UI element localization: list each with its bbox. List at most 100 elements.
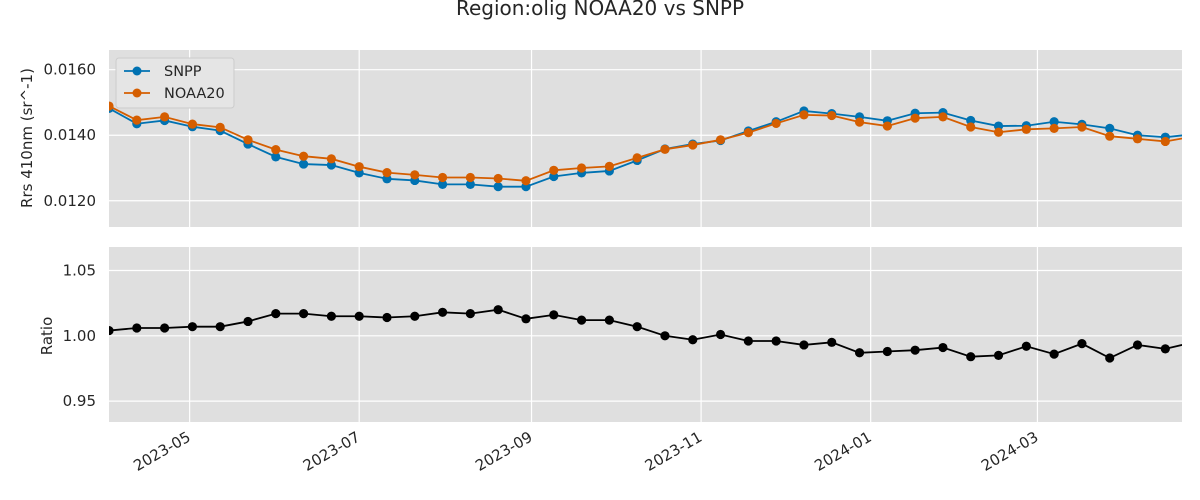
bottom-point-ratio (604, 315, 614, 325)
bottom-point-ratio (743, 336, 753, 346)
top-point-noaa20 (521, 176, 531, 186)
top-point-noaa20 (827, 110, 837, 121)
top-point-noaa20 (382, 167, 392, 178)
legend-marker-noaa20 (132, 88, 142, 98)
top-point-noaa20 (688, 140, 698, 150)
top-point-noaa20 (910, 113, 920, 123)
top-point-snpp (271, 152, 281, 162)
x-ticks: 2023-05 2023-07 2023-09 2023-11 2024-01 2024-… (130, 428, 1041, 475)
top-point-noaa20 (576, 163, 587, 173)
top-point-snpp (493, 182, 503, 192)
x-tick-label: 2023-05 (130, 428, 193, 475)
bottom-point-ratio (493, 305, 503, 315)
top-point-noaa20 (243, 135, 253, 145)
top-point-snpp (966, 115, 976, 126)
top-point-noaa20 (109, 101, 114, 111)
x-tick-label: 2023-09 (472, 428, 535, 475)
top-point-noaa20 (465, 172, 475, 183)
top-point-noaa20 (715, 135, 726, 145)
top-point-noaa20 (1021, 124, 1031, 134)
chart-title: Region:olig NOAA20 vs SNPP (456, 0, 744, 20)
bottom-point-ratio (549, 310, 559, 320)
top-point-noaa20 (632, 153, 642, 163)
top-point-noaa20 (187, 119, 197, 129)
top-point-noaa20 (132, 115, 142, 125)
x-tick-label: 2024-03 (978, 428, 1041, 475)
x-tick-label: 2024-01 (811, 428, 874, 475)
x-tick-label: 2023-07 (300, 428, 363, 475)
top-point-noaa20 (1189, 132, 1198, 141)
legend-label-noaa20: NOAA20 (164, 86, 225, 102)
top-point-noaa20 (743, 128, 753, 138)
bottom-point-ratio (576, 315, 587, 325)
bottom-point-ratio (1132, 340, 1143, 350)
bottom-point-ratio (215, 322, 225, 332)
top-point-noaa20 (660, 144, 670, 154)
bottom-point-ratio (938, 342, 948, 353)
bottom-y-axis-label: Ratio (38, 317, 56, 356)
bottom-point-ratio (465, 309, 475, 319)
top-series-layer (109, 101, 1198, 192)
bottom-point-ratio (688, 335, 698, 345)
top-point-snpp (1105, 123, 1115, 133)
bottom-point-ratio (1160, 344, 1170, 354)
bottom-grid (109, 247, 1182, 422)
top-y-tick-label: 0.0140 (44, 126, 97, 144)
bottom-point-ratio (132, 323, 142, 333)
bottom-y-tick-label: 1.00 (63, 327, 96, 345)
bottom-point-ratio (1021, 341, 1031, 351)
top-point-noaa20 (493, 173, 503, 184)
top-y-tick-label: 0.0120 (44, 192, 97, 210)
top-point-snpp (437, 179, 448, 189)
bottom-point-ratio (1077, 339, 1087, 349)
bottom-point-ratio (799, 340, 809, 350)
bottom-point-ratio (632, 322, 642, 332)
top-point-noaa20 (938, 112, 948, 122)
top-point-noaa20 (966, 122, 976, 132)
top-y-axis-label: Rrs 410nm (sr^-1) (18, 68, 36, 208)
top-point-noaa20 (410, 170, 420, 180)
top-point-noaa20 (354, 162, 364, 172)
top-y-ticks: 0.0120 0.0140 0.0160 (44, 61, 97, 210)
top-point-noaa20 (215, 122, 225, 132)
top-point-snpp (465, 179, 475, 189)
top-point-snpp (1189, 130, 1198, 139)
bottom-point-ratio (827, 337, 837, 347)
x-tick-label: 2023-11 (642, 428, 705, 475)
bottom-point-ratio (854, 348, 865, 358)
top-point-noaa20 (271, 145, 281, 155)
bottom-point-ratio (354, 311, 364, 321)
bottom-point-ratio (382, 312, 392, 323)
top-point-snpp (1049, 117, 1059, 127)
top-point-noaa20 (159, 112, 170, 122)
bottom-point-ratio (410, 311, 420, 321)
bottom-point-ratio (521, 314, 531, 324)
top-point-noaa20 (549, 165, 559, 175)
top-grid (109, 50, 1182, 227)
legend-marker-snpp (132, 66, 142, 76)
bottom-point-ratio (271, 309, 281, 319)
top-point-noaa20 (882, 121, 892, 131)
bottom-y-ticks: 0.95 1.00 1.05 (63, 262, 96, 411)
legend: SNPP NOAA20 (115, 57, 235, 109)
bottom-point-ratio (715, 329, 726, 340)
bottom-point-ratio (1189, 338, 1198, 347)
bottom-point-ratio (437, 307, 448, 317)
bottom-point-ratio (298, 309, 309, 319)
bottom-point-ratio (326, 311, 336, 321)
bottom-point-ratio (1105, 353, 1115, 363)
top-point-noaa20 (854, 117, 865, 127)
top-point-noaa20 (1132, 134, 1143, 144)
top-point-noaa20 (298, 151, 309, 161)
top-point-noaa20 (771, 118, 781, 129)
top-y-tick-label: 0.0160 (44, 61, 97, 79)
bottom-point-ratio (771, 336, 781, 346)
bottom-point-ratio (910, 345, 920, 355)
top-point-noaa20 (604, 161, 614, 171)
bottom-y-tick-label: 0.95 (63, 392, 96, 410)
top-point-noaa20 (993, 127, 1004, 137)
bottom-plot-area (109, 247, 1182, 422)
bottom-point-ratio (243, 316, 253, 327)
bottom-point-ratio (1049, 349, 1059, 359)
